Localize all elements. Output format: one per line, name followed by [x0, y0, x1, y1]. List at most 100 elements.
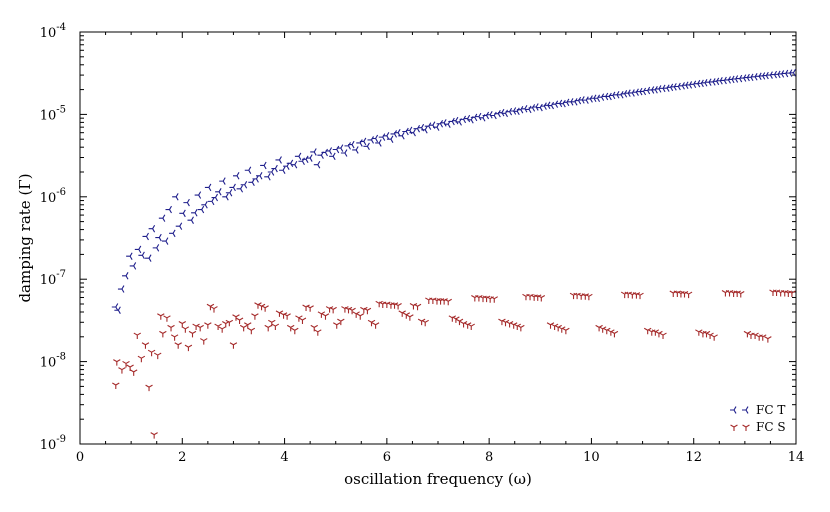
data-point	[501, 319, 510, 327]
data-point	[145, 384, 153, 392]
data-point	[117, 285, 125, 293]
legend-marker-glyph	[730, 424, 738, 431]
data-point	[267, 168, 275, 176]
data-point	[248, 178, 255, 187]
series-fc-s	[112, 289, 796, 439]
data-point	[206, 303, 215, 311]
data-point	[356, 313, 365, 320]
data-point	[225, 189, 233, 197]
data-point	[390, 130, 398, 138]
data-point	[505, 321, 514, 328]
data-point	[582, 96, 589, 104]
data-point	[429, 297, 437, 304]
data-point	[566, 98, 574, 106]
axes-frame	[79, 31, 797, 445]
data-point	[725, 290, 734, 297]
data-point	[141, 342, 150, 349]
y-tick-label: 10-7	[40, 269, 66, 288]
data-point	[306, 305, 314, 312]
data-point	[163, 315, 171, 322]
data-point	[562, 327, 570, 335]
data-point	[142, 232, 149, 241]
data-point	[251, 313, 259, 320]
data-point	[398, 132, 405, 140]
data-point	[313, 160, 321, 169]
data-point	[290, 160, 298, 169]
data-point	[573, 292, 581, 300]
data-point	[122, 360, 130, 368]
data-point	[219, 177, 226, 185]
data-point	[145, 254, 152, 262]
data-point	[165, 205, 172, 214]
data-point	[639, 87, 647, 96]
data-point	[651, 86, 658, 94]
series-fc-t	[111, 69, 796, 314]
data-point	[215, 188, 222, 196]
data-point	[612, 91, 620, 99]
data-point	[181, 326, 190, 333]
data-point	[310, 148, 317, 156]
data-point	[271, 164, 278, 173]
data-point	[610, 330, 619, 338]
data-point	[302, 304, 310, 311]
data-point	[122, 272, 129, 280]
data-point	[138, 251, 145, 260]
data-point	[283, 313, 291, 320]
data-point	[310, 324, 318, 332]
data-point	[390, 302, 399, 309]
data-point	[129, 262, 137, 270]
data-point	[153, 352, 162, 360]
data-point	[440, 298, 448, 305]
legend-marker-fc-s	[730, 424, 750, 431]
data-point	[517, 324, 525, 332]
data-point	[402, 127, 409, 136]
data-point	[210, 306, 218, 313]
data-point	[152, 244, 160, 252]
data-point	[236, 185, 244, 193]
data-point	[367, 136, 374, 144]
data-point	[589, 94, 597, 102]
data-point	[467, 323, 475, 331]
data-point	[695, 329, 703, 336]
data-point	[459, 115, 467, 124]
data-point	[222, 321, 230, 328]
data-point	[344, 306, 353, 314]
legend-marker-glyph	[742, 424, 750, 431]
data-point	[260, 161, 267, 170]
data-point	[112, 382, 120, 389]
data-point	[413, 303, 422, 311]
data-point	[325, 306, 334, 313]
data-point	[559, 99, 566, 108]
data-point	[111, 303, 119, 311]
data-point	[585, 293, 593, 301]
data-point	[261, 305, 269, 312]
data-point	[175, 222, 183, 230]
data-point	[329, 152, 336, 161]
data-point	[229, 342, 238, 349]
data-point	[147, 349, 156, 357]
data-point	[204, 183, 212, 192]
y-tick-label: 10-6	[40, 187, 66, 206]
data-point	[336, 144, 344, 152]
data-point	[788, 290, 796, 298]
data-point	[239, 324, 248, 332]
data-point	[184, 344, 193, 352]
data-point	[680, 291, 689, 298]
plot-area: 0 2 4 6 8 10 12 14 10-9 10-8 10-7 10-6 10-5 10-4	[40, 22, 805, 465]
data-point	[378, 133, 386, 141]
data-point	[764, 336, 772, 343]
data-point	[409, 302, 418, 310]
data-point	[137, 355, 146, 363]
data-point	[421, 319, 429, 327]
data-point	[187, 216, 194, 224]
data-point	[359, 137, 367, 146]
data-point	[126, 252, 133, 260]
data-point	[291, 327, 299, 335]
x-tick-label: 2	[178, 450, 186, 465]
y-tick-label: 10-8	[40, 352, 66, 371]
data-point	[636, 292, 644, 300]
data-point	[191, 209, 198, 217]
data-point	[161, 237, 169, 245]
data-point	[298, 317, 307, 324]
data-point	[134, 245, 142, 254]
